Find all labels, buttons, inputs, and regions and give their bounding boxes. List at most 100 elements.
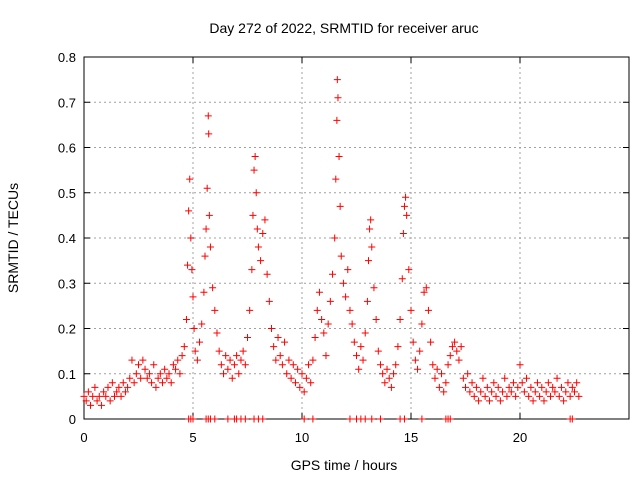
data-point [422, 284, 430, 292]
data-point [139, 356, 147, 364]
data-point [80, 392, 88, 400]
data-point [135, 361, 142, 369]
data-point [332, 175, 340, 183]
data-point [333, 116, 341, 124]
data-point [205, 130, 213, 138]
data-point [126, 374, 134, 382]
data-point [512, 392, 520, 400]
data-point [158, 379, 166, 387]
data-point [337, 252, 345, 260]
data-point [145, 370, 153, 378]
data-point [132, 370, 140, 378]
y-axis: 0 0.1 0.2 0.3 0.4 0.5 0.6 0.7 0.8 [58, 50, 629, 427]
data-point [470, 392, 478, 400]
data-point [368, 415, 376, 423]
data-point [353, 352, 360, 360]
data-point [148, 379, 156, 387]
data-point [335, 153, 343, 161]
data-point [514, 383, 522, 391]
data-point [300, 415, 308, 423]
data-point [291, 379, 299, 387]
data-point [259, 415, 267, 423]
data-point [239, 347, 247, 355]
data-point [226, 356, 234, 364]
data-point [104, 383, 112, 391]
data-point [446, 352, 454, 360]
data-point [180, 343, 188, 351]
data-point [241, 415, 249, 423]
data-point [359, 356, 367, 364]
data-point [261, 216, 269, 224]
data-point [106, 397, 114, 405]
data-point [475, 397, 483, 405]
data-point [542, 388, 550, 396]
data-point [196, 338, 204, 346]
y-tick-label: 0.6 [58, 141, 76, 156]
data-point [464, 370, 472, 378]
data-point [331, 234, 339, 242]
data-point [224, 415, 232, 423]
data-point [189, 293, 197, 301]
data-point [568, 383, 576, 391]
y-tick-label: 0.4 [58, 231, 76, 246]
data-point [204, 112, 212, 120]
data-point [368, 243, 376, 251]
data-point [87, 401, 95, 409]
data-point [165, 370, 173, 378]
data-point [217, 361, 225, 369]
data-point [442, 379, 450, 387]
data-point [374, 347, 382, 355]
data-point [115, 383, 123, 391]
data-point [267, 325, 275, 332]
data-points [80, 76, 583, 423]
data-point [257, 257, 265, 265]
data-point [307, 379, 315, 387]
data-point [392, 361, 400, 369]
data-point [95, 392, 103, 400]
data-point [89, 392, 97, 400]
data-point [459, 374, 467, 382]
data-point [283, 370, 291, 378]
data-point [505, 383, 513, 391]
data-point [527, 383, 535, 391]
data-point [346, 415, 354, 423]
data-point [553, 374, 561, 382]
data-point [302, 374, 310, 382]
x-tick-label: 20 [513, 430, 527, 445]
data-point [130, 379, 138, 387]
data-point [289, 361, 297, 369]
data-point [462, 383, 469, 391]
data-point [189, 415, 197, 423]
data-point [287, 374, 295, 382]
data-point [309, 356, 317, 364]
data-point [483, 383, 491, 391]
data-point [424, 306, 432, 314]
data-point [184, 261, 192, 269]
data-point [93, 397, 101, 405]
data-point [396, 315, 404, 323]
x-axis-label: GPS time / hours [291, 457, 398, 473]
data-point [348, 320, 356, 328]
data-point [564, 379, 572, 387]
data-point [251, 153, 259, 161]
data-point [355, 365, 363, 373]
data-point [518, 379, 526, 387]
data-point [161, 365, 169, 373]
data-point [233, 352, 241, 360]
data-point [520, 388, 528, 396]
data-point [390, 370, 398, 378]
data-point [270, 343, 278, 351]
data-point [501, 374, 509, 382]
data-point [440, 388, 448, 396]
data-point [253, 225, 261, 233]
data-point [209, 284, 217, 292]
data-point [557, 383, 565, 391]
data-point [457, 343, 465, 351]
data-point [313, 306, 321, 314]
data-point [399, 229, 407, 237]
data-point [296, 383, 304, 391]
data-point [367, 216, 375, 224]
y-axis-label: SRMTID / TECUs [5, 183, 21, 293]
data-point [573, 379, 581, 387]
data-point [418, 320, 426, 328]
